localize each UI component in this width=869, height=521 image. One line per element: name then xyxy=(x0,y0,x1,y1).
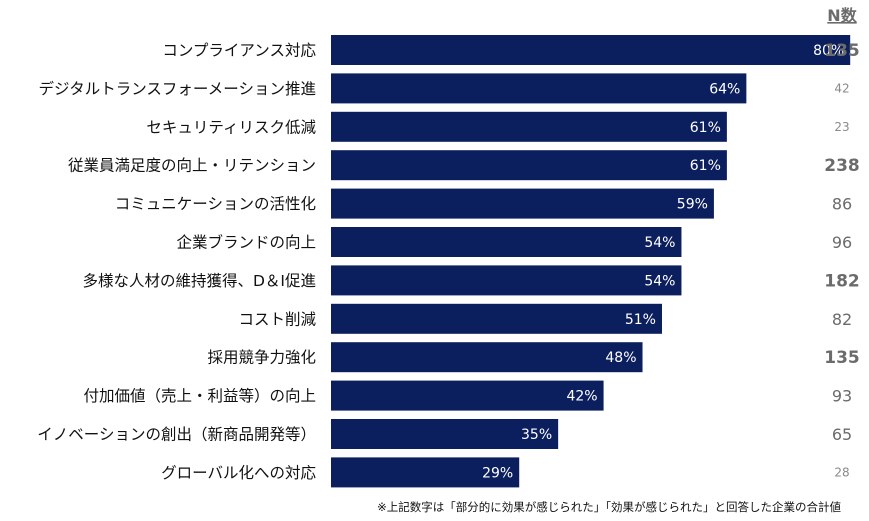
n-count-header: N数 xyxy=(827,6,857,25)
category-label: 採用競争力強化 xyxy=(207,349,316,367)
n-count-value: 28 xyxy=(834,465,849,479)
n-count-value: 135 xyxy=(824,348,860,368)
n-count-value: 42 xyxy=(834,81,849,95)
bar xyxy=(331,380,604,411)
bar xyxy=(331,111,727,142)
bar-value-label: 64% xyxy=(709,81,740,97)
bar xyxy=(331,265,682,296)
bar-value-label: 61% xyxy=(690,120,721,136)
footnote: ※上記数字は「部分的に効果が感じられた」「効果が感じられた」と回答した企業の合計… xyxy=(377,500,841,514)
category-label: 企業ブランドの向上 xyxy=(176,233,316,252)
n-count-value: 135 xyxy=(824,41,860,61)
n-count-value: 96 xyxy=(832,233,852,252)
bar-value-label: 42% xyxy=(566,389,597,405)
bar xyxy=(331,73,747,104)
category-label: 付加価値（売上・利益等）の向上 xyxy=(83,387,316,405)
bar xyxy=(331,419,559,449)
n-count-value: 182 xyxy=(824,271,860,291)
bar xyxy=(331,35,851,65)
bar-value-label: 54% xyxy=(644,273,675,289)
bar-value-label: 35% xyxy=(521,427,552,443)
bar xyxy=(331,303,662,334)
bar-value-label: 48% xyxy=(605,350,636,366)
bar-value-label: 51% xyxy=(625,312,656,328)
bar-value-label: 29% xyxy=(482,465,513,481)
category-label: デジタルトランスフォーメーション推進 xyxy=(39,79,316,98)
bar xyxy=(331,188,714,219)
bar-value-label: 61% xyxy=(690,158,721,174)
bar xyxy=(331,342,643,373)
category-label: イノベーションの創出（新商品開発等） xyxy=(37,426,316,444)
n-count-value: 23 xyxy=(834,120,849,134)
n-count-value: 93 xyxy=(832,387,852,406)
bar-value-label: 80% xyxy=(813,43,844,59)
bar-value-label: 59% xyxy=(677,197,708,213)
n-count-value: 238 xyxy=(824,156,860,176)
category-label: 従業員満足度の向上・リテンション xyxy=(68,157,316,175)
n-count-value: 65 xyxy=(832,425,852,444)
category-label: コスト削減 xyxy=(238,310,316,328)
category-label: 多様な人材の維持獲得、D＆I促進 xyxy=(82,272,316,290)
bar xyxy=(331,227,682,257)
category-label: コンプライアンス対応 xyxy=(162,42,316,60)
n-count-value: 82 xyxy=(832,310,852,329)
category-label: グローバル化への対応 xyxy=(161,464,316,482)
category-label: セキュリティリスク低減 xyxy=(146,118,316,136)
n-count-value: 86 xyxy=(832,195,852,214)
bar xyxy=(331,457,520,488)
bar-value-label: 54% xyxy=(644,235,675,251)
category-label: コミュニケーションの活性化 xyxy=(115,195,316,213)
bar xyxy=(331,150,727,181)
